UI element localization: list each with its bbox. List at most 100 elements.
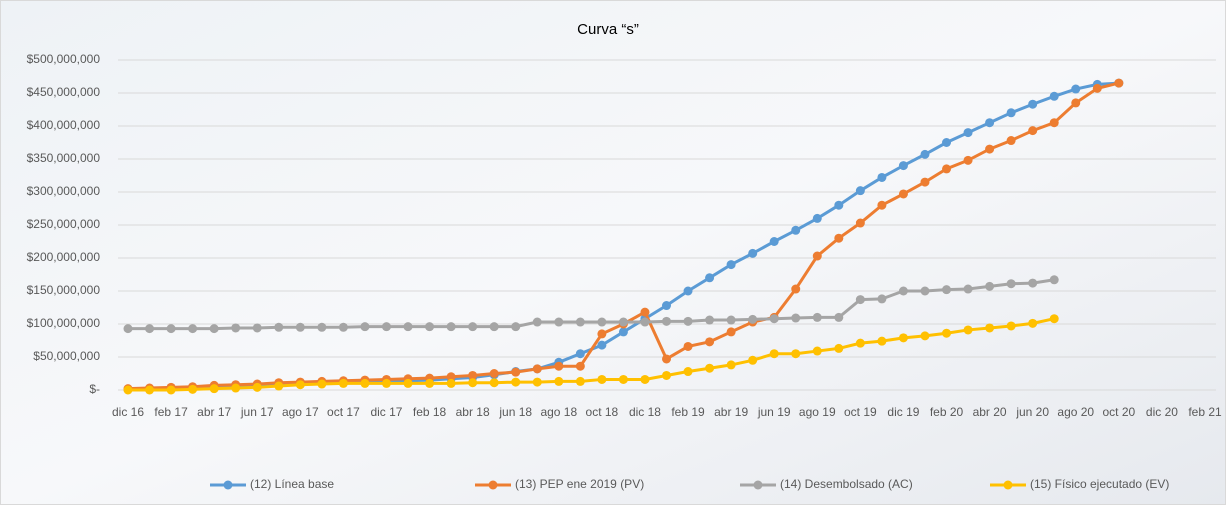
data-point: [705, 363, 715, 373]
data-point: [274, 381, 284, 391]
data-point: [812, 213, 822, 223]
y-tick-label: $100,000,000: [27, 316, 101, 330]
data-point: [360, 378, 370, 388]
data-point: [554, 317, 564, 327]
data-point: [877, 336, 887, 346]
legend-label: (13) PEP ene 2019 (PV): [515, 477, 644, 491]
y-tick-label: $200,000,000: [27, 250, 101, 264]
data-point: [511, 322, 521, 332]
data-point: [942, 328, 952, 338]
data-point: [834, 312, 844, 322]
data-point: [1092, 83, 1102, 93]
data-point: [791, 313, 801, 323]
data-point: [1028, 278, 1038, 288]
data-point: [468, 322, 478, 332]
data-point: [963, 128, 973, 138]
data-point: [554, 361, 564, 371]
x-tick-label: abr 20: [973, 405, 1007, 419]
data-point: [274, 322, 284, 332]
data-point: [942, 285, 952, 295]
legend-label: (15) Físico ejecutado (EV): [1030, 477, 1169, 491]
data-point: [769, 349, 779, 359]
data-point: [1006, 321, 1016, 331]
data-point: [769, 237, 779, 246]
data-point: [489, 378, 499, 388]
x-tick-label: dic 17: [370, 405, 402, 419]
data-point: [791, 284, 801, 294]
x-tick-label: feb 21: [1188, 405, 1222, 419]
data-point: [1071, 84, 1081, 94]
data-point: [985, 118, 995, 128]
legend-label: (12) Línea base: [250, 477, 334, 491]
data-point: [338, 378, 348, 388]
legend-marker: [488, 480, 498, 490]
data-point: [381, 378, 391, 388]
data-point: [662, 301, 671, 311]
data-point: [381, 322, 391, 332]
x-tick-label: oct 18: [586, 405, 619, 419]
data-point: [898, 333, 908, 343]
data-point: [791, 225, 801, 235]
data-point: [446, 372, 456, 382]
data-point: [532, 377, 542, 387]
data-point: [597, 329, 607, 339]
x-tick-label: jun 19: [757, 405, 791, 419]
data-point: [791, 349, 801, 359]
y-tick-label: $50,000,000: [33, 349, 100, 363]
data-point: [834, 200, 844, 210]
data-point: [985, 323, 995, 333]
data-point: [662, 370, 671, 380]
x-tick-label: abr 18: [456, 405, 490, 419]
data-point: [295, 322, 305, 332]
data-point: [575, 349, 585, 359]
data-point: [920, 286, 930, 296]
data-point: [683, 367, 693, 377]
data-point: [145, 385, 155, 395]
x-tick-label: feb 20: [930, 405, 964, 419]
data-point: [705, 273, 715, 283]
data-point: [898, 189, 908, 199]
data-point: [985, 281, 995, 291]
data-point: [575, 376, 585, 386]
data-point: [705, 337, 715, 347]
data-point: [748, 314, 758, 324]
data-point: [683, 286, 693, 296]
data-point: [942, 138, 952, 147]
data-point: [640, 317, 650, 327]
data-point: [1071, 98, 1081, 108]
data-point: [963, 284, 973, 294]
x-tick-label: jun 18: [498, 405, 532, 419]
data-point: [726, 260, 736, 270]
x-tick-label: feb 19: [671, 405, 705, 419]
data-point: [597, 374, 607, 384]
data-point: [662, 354, 671, 364]
data-point: [963, 325, 973, 335]
data-point: [123, 385, 133, 395]
data-point: [920, 177, 930, 187]
x-tick-label: jun 20: [1015, 405, 1049, 419]
data-point: [403, 322, 413, 332]
data-point: [1049, 91, 1059, 101]
data-point: [834, 343, 844, 353]
legend-marker: [753, 480, 763, 490]
data-point: [683, 316, 693, 326]
x-tick-label: dic 19: [887, 405, 919, 419]
data-point: [511, 377, 521, 387]
data-point: [726, 360, 736, 370]
data-point: [145, 324, 155, 334]
x-tick-label: ago 18: [540, 405, 577, 419]
data-point: [748, 248, 758, 258]
data-point: [295, 380, 305, 390]
x-tick-label: dic 20: [1146, 405, 1178, 419]
data-point: [597, 340, 607, 350]
data-point: [554, 376, 564, 386]
data-point: [1049, 275, 1059, 285]
x-tick-label: jun 17: [240, 405, 274, 419]
data-point: [252, 382, 262, 392]
data-point: [489, 369, 499, 378]
data-point: [812, 312, 822, 322]
data-point: [898, 286, 908, 296]
x-tick-label: abr 19: [714, 405, 748, 419]
data-point: [188, 324, 198, 334]
data-point: [317, 379, 327, 389]
